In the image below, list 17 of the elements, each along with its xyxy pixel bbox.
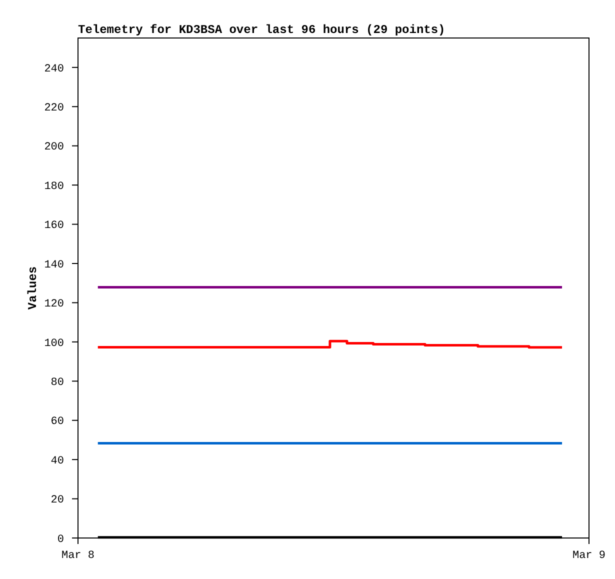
y-axis-title: Values bbox=[26, 266, 40, 310]
y-tick-label: 20 bbox=[50, 494, 64, 507]
y-tick-label: 240 bbox=[44, 63, 64, 76]
chart-title: Telemetry for KD3BSA over last 96 hours (29 points) bbox=[78, 23, 446, 37]
y-tick-label: 0 bbox=[57, 534, 64, 546]
x-tick-label: Mar 9 bbox=[572, 550, 606, 562]
y-tick-label: 160 bbox=[44, 220, 64, 232]
y-tick-label: 220 bbox=[44, 102, 64, 114]
y-tick-label: 100 bbox=[44, 338, 64, 350]
y-tick-label: 180 bbox=[44, 180, 64, 193]
y-tick-label: 40 bbox=[50, 455, 64, 468]
y-tick-label: 60 bbox=[50, 416, 64, 428]
y-tick-label: 120 bbox=[44, 298, 64, 311]
y-tick-label: 80 bbox=[50, 376, 64, 389]
y-tick-label: 140 bbox=[44, 259, 64, 272]
y-tick-label: 200 bbox=[44, 142, 64, 154]
x-tick-label: Mar 8 bbox=[61, 550, 95, 562]
